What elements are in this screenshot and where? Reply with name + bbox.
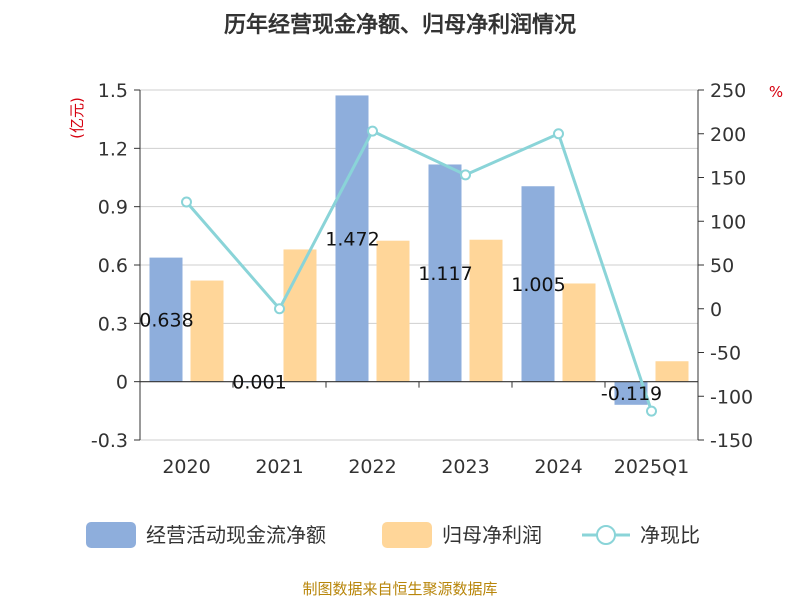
x-tick-label: 2024 [534,456,582,478]
left-tick-label: 0.3 [98,313,128,335]
axes: -0.3 0 0.3 0.6 0.9 1.2 1.5 -150 -100 -50 0 50 100 150… [91,80,753,478]
data-labels: 0.638 0.001 1.472 1.117 1.005 -0.119 [139,229,662,406]
right-axis-unit: % [769,83,783,101]
left-tick-label: 0.6 [98,255,128,277]
x-tick-label: 2023 [441,456,489,478]
bar-0-2024 [521,186,555,382]
bars [149,95,689,405]
ratio-point-2025Q1 [646,405,657,417]
bar-1-2023 [469,239,503,382]
ratio-line [181,125,657,417]
ratio-point-2022 [367,125,378,137]
left-tick-label: 0.9 [98,197,128,219]
legend-swatch-1 [382,522,432,548]
legend-marker-2 [596,525,616,545]
right-tick-label: 100 [710,211,746,233]
right-tick-label: 50 [710,255,734,277]
legend-label-0: 经营活动现金流净额 [146,523,326,547]
x-tick-label: 2022 [348,456,396,478]
legend-label-1: 归母净利润 [442,523,542,547]
bar-1-2024 [562,283,596,382]
legend-label-2: 净现比 [640,523,700,547]
data-label: 0.638 [139,310,193,332]
x-tick-label: 2020 [162,456,210,478]
data-label: 1.472 [325,229,379,251]
left-tick-label: -0.3 [91,430,128,452]
grid [140,89,698,441]
right-tick-label: 150 [710,168,746,190]
right-tick-label: 0 [710,299,722,321]
legend: 经营活动现金流净额 归母净利润 净现比 [86,522,700,548]
bar-0-2020 [149,257,183,382]
data-label: 0.001 [232,372,286,394]
ratio-point-2024 [553,128,564,140]
right-tick-label: -100 [710,386,753,408]
bar-0-2023 [428,164,462,382]
ratio-point-2021 [274,303,285,315]
ratio-line-path [185,129,653,412]
bar-0-2022 [335,95,369,382]
data-label: -0.119 [601,383,662,405]
ratio-point-2023 [460,169,471,181]
right-tick-label: 200 [710,124,746,146]
legend-swatch-0 [86,522,136,548]
right-tick-label: -150 [710,430,753,452]
left-tick-label: 1.2 [98,138,128,160]
source-note: 制图数据来自恒生聚源数据库 [302,580,497,598]
chart-title: 历年经营现金净额、归母净利润情况 [224,12,576,38]
x-tick-label: 2021 [255,456,303,478]
bar-1-2022 [376,240,410,382]
data-label: 1.005 [511,274,565,296]
bar-1-2020 [190,280,224,382]
left-tick-label: 0 [116,372,128,394]
right-tick-label: 250 [710,80,746,102]
bar-0-2025Q1 [614,381,648,405]
x-tick-label: 2025Q1 [614,456,689,478]
left-tick-label: 1.5 [98,80,128,102]
bar-1-2025Q1 [655,361,689,382]
right-tick-label: -50 [710,343,741,365]
data-label: 1.117 [418,263,472,285]
left-axis-unit: (亿元) [68,97,86,139]
ratio-point-2020 [181,196,192,208]
